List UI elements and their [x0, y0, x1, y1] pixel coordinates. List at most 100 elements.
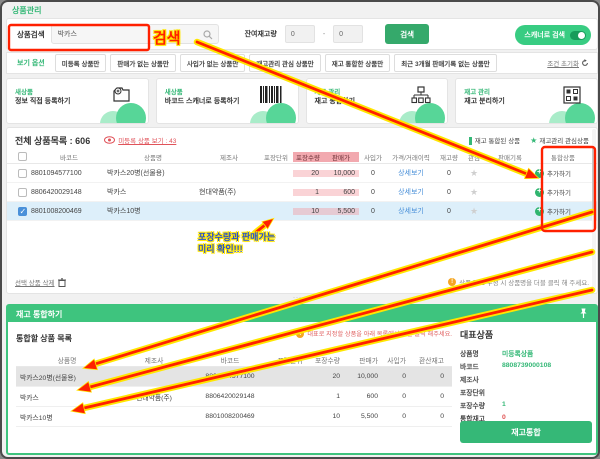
- cell-price: 10,000: [323, 169, 359, 177]
- scrollbar-thumb[interactable]: [592, 147, 596, 213]
- rep-field-value: 0: [502, 414, 506, 421]
- view-unregistered-link[interactable]: 미등록 상품 보기 : 43: [104, 135, 176, 145]
- favorite-star-icon[interactable]: [470, 187, 478, 197]
- cell-price: 600: [323, 188, 359, 196]
- cell-name[interactable]: 박카스10병: [107, 208, 141, 215]
- add-to-integration-button[interactable]: 추가하기: [535, 205, 571, 216]
- card-register-scanner[interactable]: 새상품 바코드 스캐너로 등록하기: [155, 78, 299, 124]
- stock-max-input[interactable]: 0: [333, 25, 364, 43]
- row-checkbox[interactable]: [17, 187, 27, 197]
- add-plus-icon: [535, 167, 544, 178]
- row-checkbox[interactable]: [17, 206, 27, 216]
- rep-field-label: 포장단위: [460, 389, 486, 397]
- history-detail-link[interactable]: 상세보기: [398, 170, 424, 177]
- search-input[interactable]: 박카스: [50, 24, 219, 44]
- history-detail-link[interactable]: 상세보기: [398, 208, 424, 215]
- history-detail-link[interactable]: 상세보기: [398, 189, 424, 196]
- cell-maker: 현대약품(주): [136, 394, 172, 402]
- rep-field-label: 상품명: [460, 350, 479, 358]
- header-name: 상품명: [57, 358, 77, 365]
- select-all-checkbox[interactable]: [17, 152, 27, 161]
- favorite-star-icon[interactable]: [470, 168, 478, 178]
- favorite-star-icon[interactable]: [470, 206, 478, 216]
- cell-barcode: 8801008200469: [31, 207, 82, 215]
- remaining-stock-label: 잔여재고량: [244, 31, 277, 38]
- panel-resize-handle[interactable]: [2, 295, 598, 301]
- product-list-panel: 전체 상품목록 : 606 미등록 상품 보기 : 43 재고 통합된 상품 재…: [6, 127, 598, 294]
- legend-favorite: 재고관리 관심상품: [530, 135, 589, 145]
- tab-no-purchase-price[interactable]: 사입가 없는 상품만: [179, 54, 246, 72]
- add-to-integration-button[interactable]: 추가하기: [535, 167, 571, 178]
- cell-price: 10,000: [357, 373, 378, 380]
- cell-stock: 0: [447, 188, 451, 196]
- refresh-icon: [582, 59, 588, 66]
- header-barcode: 바코드: [60, 154, 78, 162]
- scanner-search-toggle[interactable]: 스캐너로 검색: [515, 25, 591, 45]
- integration-row[interactable]: 박카스 현대약품(주) 8806420029148 1 600 0 0: [16, 387, 452, 407]
- card-category: 새상품: [15, 89, 33, 96]
- table-row[interactable]: 8801094577100 박카스20병(선물용) 20 10,000 0 상세…: [7, 164, 597, 183]
- cell-stock: 0: [447, 207, 451, 215]
- vertical-scrollbar: [592, 129, 596, 292]
- star-icon: [530, 136, 537, 145]
- rep-field-value: 미등록상품: [502, 350, 534, 358]
- search-input-value: 박카스: [57, 31, 77, 38]
- header-sales-record: 판매기록: [498, 154, 522, 162]
- cell-name: 박카스20병(선물용): [20, 374, 76, 382]
- stock-min-input[interactable]: 0: [284, 25, 315, 43]
- integration-list-title: 통합할 상품 목록: [16, 334, 72, 343]
- add-plus-icon: [535, 205, 544, 216]
- header-maker: 제조사: [144, 358, 164, 365]
- warning-icon: [296, 329, 305, 338]
- header-converted-stock: 환산재고: [418, 358, 444, 365]
- tab-no-sales-3months[interactable]: 최근 3개월 판매기록 없는 상품만: [394, 54, 497, 72]
- delete-selected-link[interactable]: 선택 상품 삭제: [15, 277, 66, 287]
- card-integrate-stock[interactable]: 재고 관리 재고 통합하기: [305, 78, 449, 124]
- header-price: 판매가: [323, 151, 359, 162]
- row-checkbox[interactable]: [17, 168, 27, 178]
- tab-favorite-stock[interactable]: 재고관리 관심 상품만: [249, 54, 321, 72]
- integration-row[interactable]: 박카스20병(선물용) 8801094577100 20 10,000 0 0: [16, 367, 452, 387]
- add-to-integration-button[interactable]: 추가하기: [535, 186, 571, 197]
- search-bar: 상품검색 박카스 잔여재고량 0 - 0 검색 스캐너로 검색: [6, 18, 598, 50]
- split-icon: [563, 86, 581, 109]
- integrate-stock-button[interactable]: 재고통합: [460, 421, 592, 443]
- header-favorite: 관심: [468, 154, 480, 162]
- stock-range-dash: -: [322, 30, 326, 38]
- cell-qty: 1: [293, 188, 323, 196]
- add-plus-icon: [535, 186, 544, 197]
- representative-product-section: 대표상품 상품명 미등록상품 바코드 8808739000108 제조사 포장단위 …: [460, 328, 592, 445]
- stock-integration-panel: 재고 통합하기 통합할 상품 목록 대표로 지정할 상품을 아래 목록에서 더블…: [6, 304, 598, 455]
- cell-name[interactable]: 박카스: [107, 189, 127, 196]
- tab-unregistered[interactable]: 미등록 상품만: [54, 54, 107, 72]
- card-label: 재고 통합하기: [314, 98, 356, 105]
- header-maker: 제조사: [220, 154, 238, 162]
- tab-no-price[interactable]: 판매가 없는 상품만: [110, 54, 176, 72]
- page-title: 상품관리: [12, 6, 42, 15]
- cell-name: 박카스: [20, 394, 39, 402]
- barcode-icon: [259, 86, 282, 108]
- edit-hint: 상품 정보 수정 시 상품명을 더블 클릭 해 주세요.: [448, 277, 589, 287]
- cell-converted-stock: 0: [440, 393, 444, 400]
- pin-icon[interactable]: [579, 308, 588, 321]
- cell-buy-price: 0: [371, 188, 375, 196]
- table-row[interactable]: 8806420029148 박카스 현대약품(주) 1 600 0 상세보기 0…: [7, 183, 597, 202]
- warning-icon: [448, 278, 457, 286]
- card-label: 바코드 스캐너로 등록하기: [164, 98, 240, 105]
- integrated-bar-icon: [468, 137, 472, 146]
- cell-name[interactable]: 박카스20병(선물용): [107, 170, 165, 177]
- filter-tabs: 보기 옵션 미등록 상품만 판매가 없는 상품만 사입가 없는 상품만 재고관리…: [6, 52, 598, 74]
- table-row-selected[interactable]: 8801008200469 박카스10병 10 5,500 0 상세보기 0 추…: [7, 202, 597, 221]
- integration-row[interactable]: 박카스10병 8801008200469 10 5,500 0 0: [16, 407, 452, 427]
- search-button[interactable]: 검색: [385, 24, 430, 44]
- cell-qty: 20: [293, 169, 323, 177]
- reset-conditions-link[interactable]: 조건 초기화: [547, 58, 589, 68]
- view-options-label: 보기 옵션: [17, 60, 45, 67]
- delete-selected-label: 선택 상품 삭제: [15, 280, 55, 287]
- tab-integrated[interactable]: 재고 통합한 상품만: [324, 54, 391, 72]
- card-register-direct[interactable]: 새상품 정보 직접 등록하기: [6, 78, 149, 124]
- card-separate-stock[interactable]: 재고 관리 재고 분리하기: [455, 78, 598, 124]
- header-barcode: 바코드: [220, 358, 240, 365]
- cell-converted-stock: 0: [440, 413, 444, 420]
